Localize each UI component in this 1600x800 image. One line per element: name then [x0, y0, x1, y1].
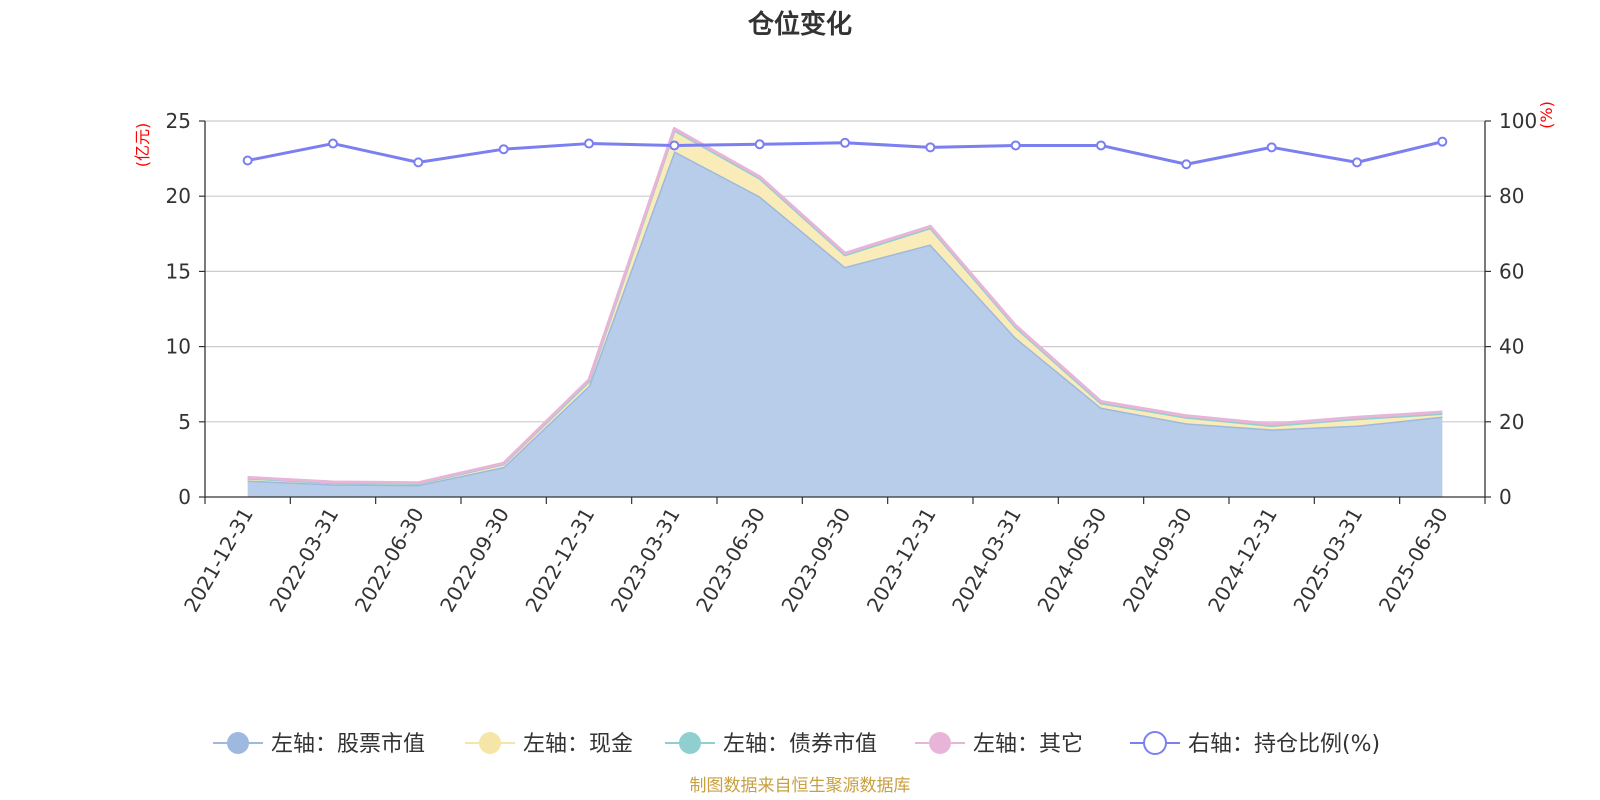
legend-label: 左轴：其它 — [973, 732, 1083, 757]
ratio-line-series — [242, 136, 1448, 170]
legend-item: 左轴：债券市值 — [665, 732, 877, 757]
legend-marker — [1143, 731, 1167, 755]
x-tick-label: 2024-06-30 — [1032, 504, 1111, 617]
left-axis-unit: (亿元) — [133, 123, 152, 168]
legend-marker — [227, 732, 249, 754]
ratio-point — [1181, 159, 1192, 170]
legend-marker — [929, 732, 951, 754]
ratio-point — [328, 138, 338, 149]
legend: 左轴：股票市值 左轴：现金 左轴：债券市值 左轴：其它 右轴：持仓比例(%) — [213, 731, 1380, 757]
x-tick-label: 2023-06-30 — [691, 504, 770, 617]
ratio-point — [498, 144, 509, 155]
legend-item: 左轴：股票市值 — [213, 732, 425, 757]
ratio-point — [1096, 140, 1106, 151]
ratio-point — [413, 157, 424, 168]
legend-label: 左轴：股票市值 — [271, 732, 425, 757]
x-tick-label: 2023-12-31 — [862, 503, 941, 616]
ratio-point — [840, 137, 850, 148]
x-tick-label: 2021-12-31 — [179, 504, 258, 617]
legend-marker — [679, 732, 701, 754]
x-tick-label: 2024-12-31 — [1203, 504, 1282, 617]
data-source-note: 制图数据来自恒生聚源数据库 — [690, 776, 911, 796]
right-tick-label: 100 — [1499, 109, 1537, 133]
left-tick-label: 10 — [166, 335, 191, 359]
right-tick-label: 0 — [1499, 485, 1512, 509]
x-tick-label: 2025-03-31 — [1288, 504, 1367, 617]
ratio-point — [1010, 140, 1021, 151]
legend-label: 右轴：持仓比例(%) — [1188, 732, 1380, 757]
right-axis-unit: (%) — [1537, 101, 1556, 129]
legend-item: 左轴：现金 — [465, 732, 633, 757]
right-tick-label: 20 — [1499, 410, 1524, 434]
left-tick-label: 25 — [166, 109, 191, 133]
stacked-areas — [247, 127, 1443, 497]
ratio-point — [584, 138, 594, 149]
right-tick-label: 80 — [1499, 184, 1524, 208]
x-tick-label: 2024-09-30 — [1118, 504, 1197, 617]
ratio-point — [242, 155, 253, 166]
area-0 — [247, 151, 1443, 497]
ratio-point — [1437, 136, 1448, 147]
x-tick-label: 2022-06-30 — [350, 504, 429, 617]
left-tick-label: 0 — [178, 485, 191, 509]
x-tick-label: 2023-09-30 — [776, 504, 855, 617]
x-tick-label: 2022-03-31 — [264, 504, 343, 617]
x-tick-label: 2025-06-30 — [1374, 504, 1453, 617]
ratio-point — [669, 140, 680, 151]
legend-label: 左轴：现金 — [523, 732, 633, 757]
left-tick-label: 15 — [166, 259, 191, 283]
x-tick-label: 2022-09-30 — [435, 503, 514, 616]
right-tick-label: 60 — [1499, 259, 1524, 283]
ratio-point — [1266, 142, 1277, 153]
x-tick-label: 2022-12-31 — [520, 504, 599, 617]
ratio-point — [754, 139, 765, 150]
right-tick-label: 40 — [1499, 335, 1524, 359]
ratio-point — [925, 142, 936, 153]
x-tick-label: 2023-03-31 — [606, 504, 685, 617]
chart-title: 仓位变化 — [747, 9, 852, 40]
ratio-point — [1352, 157, 1362, 168]
left-tick-label: 20 — [166, 184, 191, 208]
legend-label: 左轴：债券市值 — [723, 732, 877, 757]
legend-item: 左轴：其它 — [915, 732, 1083, 757]
x-tick-label: 2024-03-31 — [947, 504, 1026, 617]
legend-marker — [479, 732, 501, 754]
left-tick-label: 5 — [178, 410, 191, 434]
legend-item: 右轴：持仓比例(%) — [1130, 731, 1380, 757]
area-line-3 — [247, 127, 1443, 485]
